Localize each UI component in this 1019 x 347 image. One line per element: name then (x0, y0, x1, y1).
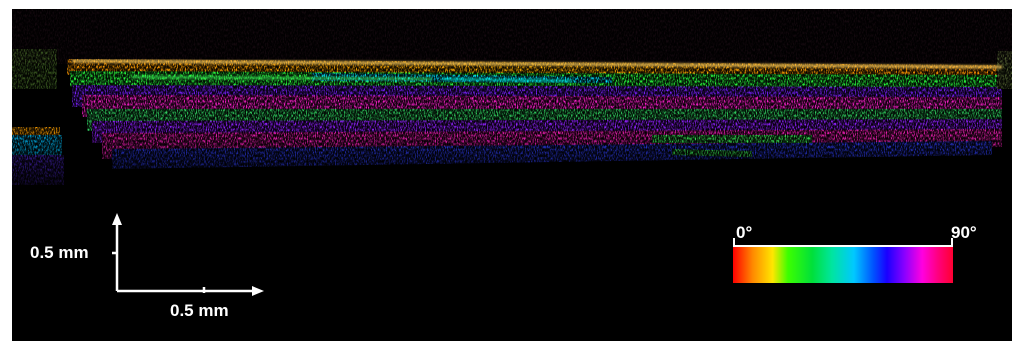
oct-tissue-image (12, 9, 1012, 199)
colorbar-left-tick (733, 238, 735, 248)
scale-bar-right-arrow (252, 286, 264, 296)
faint-top-speckle (12, 9, 1012, 64)
surface-highlight (71, 59, 1003, 82)
colorbar-min-label: 0° (736, 223, 753, 242)
oct-image-panel (12, 9, 1012, 341)
scale-bar (112, 213, 264, 296)
colorbar-top-line (733, 245, 953, 247)
colorbar-right-tick (951, 238, 953, 248)
depth-fade (12, 129, 1012, 199)
scale-bar-up-arrow (112, 213, 122, 225)
colorbar-gradient (733, 247, 953, 283)
scale-bar-horizontal-label: 0.5 mm (170, 301, 229, 320)
colorbar-max-label: 90° (951, 223, 977, 242)
scale-bar-vertical-label: 0.5 mm (30, 243, 89, 262)
